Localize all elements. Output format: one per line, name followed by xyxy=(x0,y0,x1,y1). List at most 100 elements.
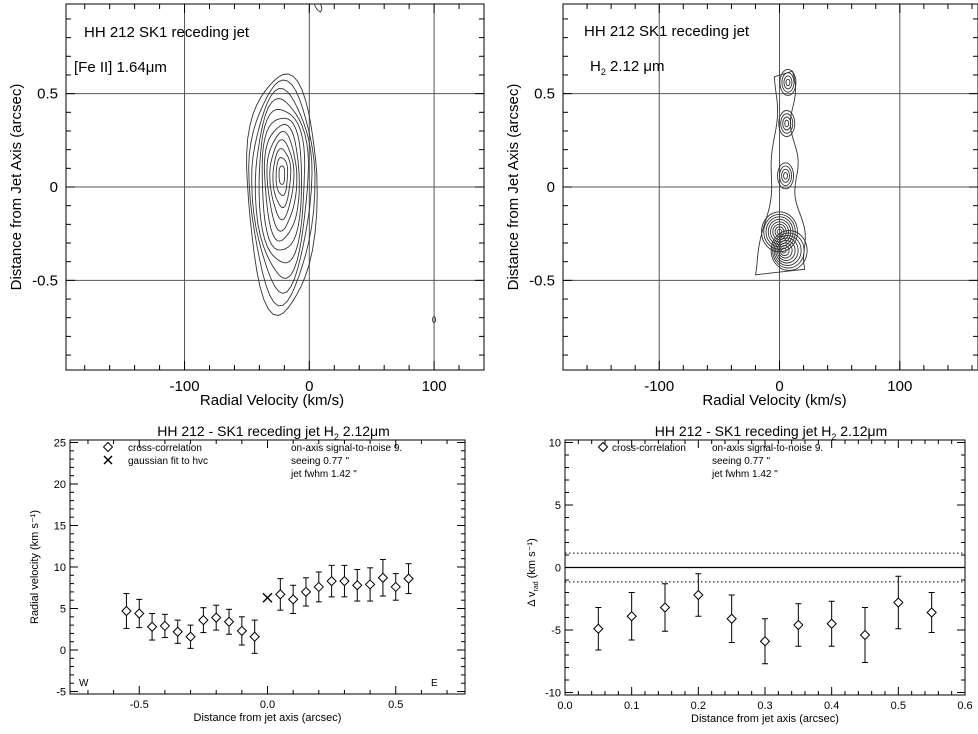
info-text: seeing 0.77 " xyxy=(291,456,349,467)
data-point-diamond xyxy=(236,625,248,637)
x-axis-label: Distance from jet axis (arcsec) xyxy=(194,712,342,724)
x-axis-label: Radial Velocity (km/s) xyxy=(702,392,846,409)
contour-line xyxy=(266,131,298,232)
contour-line xyxy=(772,223,787,240)
data-point-diamond xyxy=(172,626,183,637)
data-point-diamond xyxy=(793,619,804,631)
x-tick-label: 0.5 xyxy=(891,700,906,712)
x-tick-label: 0.4 xyxy=(824,700,839,712)
y-tick-label: -5 xyxy=(551,625,561,637)
legend-marker-x xyxy=(103,455,113,465)
contour-line xyxy=(770,230,808,271)
contour-line xyxy=(779,165,792,186)
y-tick-label: 0.5 xyxy=(534,86,555,103)
panel-subtitle: [Fe II] 1.64μm xyxy=(74,59,167,76)
contour-line xyxy=(773,235,802,266)
contour-line xyxy=(278,165,286,185)
contour-line xyxy=(785,78,791,87)
x-tick-label: 100 xyxy=(422,378,447,395)
contour-line xyxy=(783,172,788,180)
contour-line xyxy=(783,75,793,90)
info-text: jet fwhm 1.42 " xyxy=(711,469,778,480)
contour-line xyxy=(275,157,289,196)
legend-label: cross-correlation xyxy=(612,443,686,454)
data-point-x xyxy=(262,592,273,603)
data-point-diamond xyxy=(377,572,389,583)
data-point-diamond xyxy=(593,623,604,634)
contour-line xyxy=(781,72,795,93)
contour-line xyxy=(272,148,292,208)
info-text: on-axis signal-to-noise 9. xyxy=(291,443,402,454)
x-tick-label: 100 xyxy=(887,378,912,395)
x-tick-label: 0 xyxy=(775,378,783,395)
data-point-diamond xyxy=(659,602,671,613)
y-tick-label: 0 xyxy=(60,645,66,657)
y-tick-label: -5 xyxy=(56,687,66,699)
y-tick-label: 20 xyxy=(54,479,66,491)
y-tick-label: 0 xyxy=(547,179,555,196)
contour-line xyxy=(776,240,796,261)
y-tick-label: 15 xyxy=(54,520,66,532)
data-point-diamond xyxy=(339,575,350,587)
data-point-diamond xyxy=(390,581,401,593)
y-tick-label: -0.5 xyxy=(32,272,58,289)
x-tick-label: 0.2 xyxy=(691,700,706,712)
data-point-diamond xyxy=(121,605,132,617)
data-point-diamond xyxy=(159,620,171,632)
data-point-diamond xyxy=(403,573,414,584)
contour-line xyxy=(774,226,785,238)
contour-line xyxy=(770,221,789,243)
data-point-diamond xyxy=(364,579,376,590)
contour-line xyxy=(246,73,318,316)
y-tick-label: 25 xyxy=(54,437,66,449)
x-tick-label: -100 xyxy=(170,378,200,395)
x-tick-label: 0.5 xyxy=(388,699,403,711)
corner-label-w: W xyxy=(79,678,89,689)
contour-group xyxy=(246,73,318,316)
y-tick-label: 0 xyxy=(555,563,561,575)
x-tick-label: 0.6 xyxy=(957,700,972,712)
data-point-diamond xyxy=(626,611,637,622)
contour-line xyxy=(248,79,316,307)
contour-line xyxy=(269,139,295,221)
x-tick-label: 0.1 xyxy=(624,700,639,712)
y-tick-label: 5 xyxy=(555,500,561,512)
contour-line xyxy=(779,245,790,256)
y-tick-label: 0 xyxy=(50,179,58,196)
contour-line xyxy=(251,88,313,294)
stray-contour xyxy=(432,316,437,324)
panel-title: HH 212 - SK1 receding jet H2 2.12μm xyxy=(655,423,888,442)
x-tick-label: -0.5 xyxy=(130,699,149,711)
data-point-diamond xyxy=(313,581,325,593)
stray-contour xyxy=(313,3,323,13)
data-point-diamond xyxy=(134,608,145,619)
data-point-diamond xyxy=(249,631,260,642)
x-axis-label: Distance from jet axis (arcsec) xyxy=(691,713,839,725)
legend-label: cross-correlation xyxy=(128,443,202,454)
x-tick-label: 0.0 xyxy=(557,700,572,712)
contour-line xyxy=(778,110,796,137)
contour-line xyxy=(781,247,787,254)
y-tick-label: 0.5 xyxy=(37,86,58,103)
contour-line xyxy=(254,98,309,279)
info-text: seeing 0.77 " xyxy=(712,456,770,467)
contour-line xyxy=(761,211,798,253)
data-point-diamond xyxy=(185,631,196,642)
data-point-diamond xyxy=(926,607,937,618)
contour-line xyxy=(780,113,794,134)
y-tick-label: 10 xyxy=(54,562,66,574)
x-tick-label: 0 xyxy=(305,378,313,395)
x-tick-label: 0.3 xyxy=(757,700,772,712)
contour-line xyxy=(781,168,790,183)
panel-title: HH 212 SK1 receding jet xyxy=(584,23,750,40)
data-point-diamond xyxy=(759,636,771,647)
contour-line xyxy=(778,242,793,259)
x-marker-stroke xyxy=(103,455,113,465)
plot-frame-2 xyxy=(69,439,466,695)
data-point-diamond xyxy=(826,618,837,629)
panel-title: HH 212 - SK1 receding jet H2 2.12μm xyxy=(157,423,390,442)
data-point-diamond xyxy=(146,621,158,632)
data-point-diamond xyxy=(693,589,704,601)
contour-line xyxy=(782,116,792,131)
